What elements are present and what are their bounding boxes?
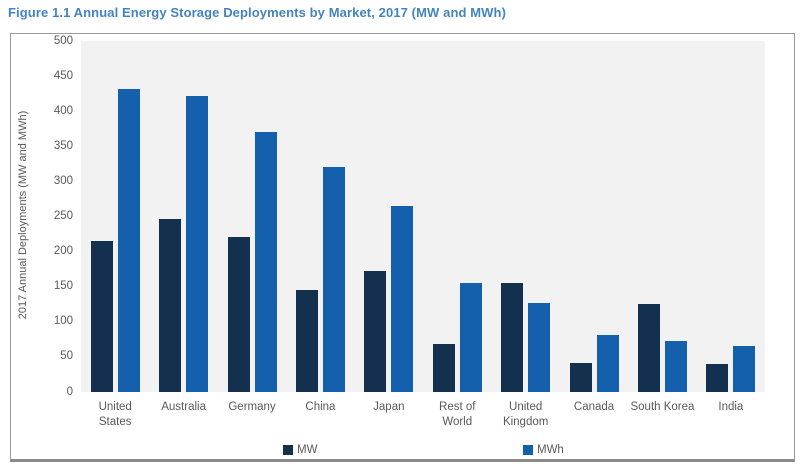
bar-group-germany — [218, 41, 286, 392]
bar-groups — [81, 41, 765, 392]
bar-mw-rest-of-world — [432, 344, 455, 392]
bar-mwh-australia — [186, 95, 209, 392]
x-axis-labels: United States Australia Germany China Japan R… — [81, 400, 765, 430]
y-tick-label-500: 500 — [53, 34, 73, 47]
bar-mwh-germany — [254, 132, 277, 392]
x-label-japan: Japan — [373, 401, 405, 413]
legend-swatch-mw — [283, 445, 293, 455]
bar-mw-united-kingdom — [501, 283, 524, 392]
bar-group-united-kingdom — [491, 41, 559, 392]
legend-swatch-mwh — [523, 445, 533, 455]
y-tick-label-400: 400 — [53, 104, 73, 117]
bar-group-rest-of-world — [423, 41, 491, 392]
bar-mwh-japan — [391, 205, 414, 392]
bar-mwh-united-states — [117, 89, 140, 392]
x-label-australia: Australia — [161, 401, 206, 413]
bar-mwh-united-kingdom — [528, 302, 551, 392]
bar-mwh-india — [733, 345, 756, 392]
y-tick-label-200: 200 — [53, 245, 73, 258]
bar-mw-canada — [569, 362, 592, 392]
bar-group-china — [286, 41, 354, 392]
x-label-india: India — [718, 401, 744, 413]
bar-mw-south-korea — [637, 304, 660, 392]
legend-label-mwh: MWh — [537, 444, 564, 456]
plot-area — [81, 41, 765, 392]
bar-mwh-china — [322, 167, 345, 392]
bar-mw-germany — [227, 236, 250, 392]
bar-group-japan — [355, 41, 423, 392]
chart-frame: 2017 Annual Deployments (MW and MWh) 0 50… — [10, 33, 795, 462]
y-tick-label-450: 450 — [53, 69, 73, 82]
y-tick-label-0: 0 — [66, 385, 73, 398]
bar-group-united-states — [81, 41, 149, 392]
legend-item-mwh: MWh — [523, 444, 564, 456]
bar-group-india — [697, 41, 765, 392]
y-tick-label-300: 300 — [53, 174, 73, 187]
y-tick-label-350: 350 — [53, 139, 73, 152]
x-label-united-kingdom: United Kingdom — [502, 401, 549, 428]
x-label-united-states: United States — [98, 401, 132, 428]
legend-item-mw: MW — [283, 444, 317, 456]
bar-mw-united-states — [90, 241, 113, 392]
bar-mwh-south-korea — [664, 340, 687, 392]
y-tick-label-250: 250 — [53, 210, 73, 222]
bar-group-south-korea — [628, 41, 696, 392]
x-label-china: China — [305, 401, 336, 413]
figure-title: Figure 1.1 Annual Energy Storage Deploym… — [8, 5, 507, 20]
y-axis-ticks: 0 50 100 150 200 250 300 350 400 450 500 — [11, 35, 73, 398]
bar-mw-australia — [159, 219, 182, 392]
x-label-canada: Canada — [573, 401, 615, 413]
bar-mwh-canada — [596, 335, 619, 392]
y-tick-label-50: 50 — [60, 350, 73, 363]
x-label-germany: Germany — [228, 401, 276, 413]
bar-mw-india — [706, 363, 729, 392]
y-tick-label-150: 150 — [53, 280, 73, 293]
x-label-rest-of-world: Rest of World — [439, 401, 476, 428]
bar-group-canada — [560, 41, 628, 392]
x-label-south-korea: South Korea — [630, 401, 695, 413]
bar-mwh-rest-of-world — [459, 282, 482, 392]
legend-label-mw: MW — [297, 444, 318, 456]
bar-mw-japan — [364, 270, 387, 392]
bar-group-australia — [149, 41, 217, 392]
y-tick-label-100: 100 — [53, 315, 73, 328]
bar-mw-china — [295, 290, 318, 392]
